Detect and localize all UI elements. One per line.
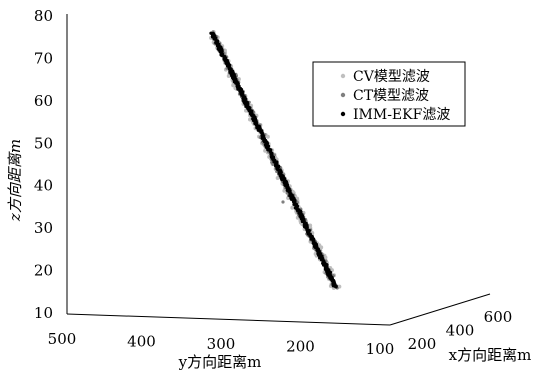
z-tick-label: 20 [34, 262, 53, 280]
x-tick-label: 600 [484, 308, 513, 326]
z-tick-label: 70 [34, 49, 53, 67]
data-point [216, 44, 220, 48]
data-point [334, 285, 338, 289]
x-tick-label: 400 [446, 322, 475, 340]
legend: CV模型滤波 CT模型滤波 IMM-EKF滤波 [312, 61, 466, 127]
data-point [255, 125, 259, 129]
data-point [220, 53, 224, 57]
x-axis-ticks: 200 400 600 [408, 308, 513, 353]
data-point [226, 73, 231, 78]
z-tick-label: 30 [34, 219, 53, 237]
y-axis-label: y方向距离m [178, 353, 262, 371]
z-tick-label: 40 [34, 177, 53, 195]
legend-label: IMM-EKF滤波 [353, 107, 450, 123]
y-tick-label: 100 [366, 340, 395, 358]
z-axis-label: z方向距离m [6, 139, 24, 222]
data-point [319, 245, 324, 250]
legend-marker [340, 73, 346, 79]
data-point [313, 245, 318, 250]
y-axis-line [66, 313, 391, 326]
y-tick-label: 500 [48, 330, 77, 348]
scatter-points [209, 29, 342, 291]
legend-box [312, 61, 466, 127]
legend-marker [340, 92, 346, 98]
z-tick-label: 50 [34, 134, 53, 152]
x-axis-line [389, 293, 491, 326]
y-axis-ticks: 500 400 300 200 100 [48, 330, 395, 358]
data-point [276, 168, 280, 172]
legend-label: CV模型滤波 [353, 69, 430, 85]
z-tick-label: 60 [34, 92, 53, 110]
y-tick-label: 400 [127, 333, 156, 351]
x-tick-label: 200 [408, 335, 437, 353]
y-tick-label: 200 [286, 338, 315, 356]
z-tick-label: 80 [34, 7, 53, 25]
outlier-point [281, 200, 285, 204]
x-axis-label: x方向距离m [449, 346, 532, 364]
data-point [265, 134, 270, 139]
legend-marker [340, 111, 346, 117]
data-point [282, 188, 287, 193]
data-point [309, 237, 313, 241]
data-point [324, 259, 328, 263]
y-tick-label: 300 [207, 335, 236, 353]
z-axis-ticks: 10 20 30 40 50 60 70 80 [34, 7, 53, 322]
legend-label: CT模型滤波 [353, 88, 429, 104]
z-tick-label: 10 [34, 304, 53, 322]
